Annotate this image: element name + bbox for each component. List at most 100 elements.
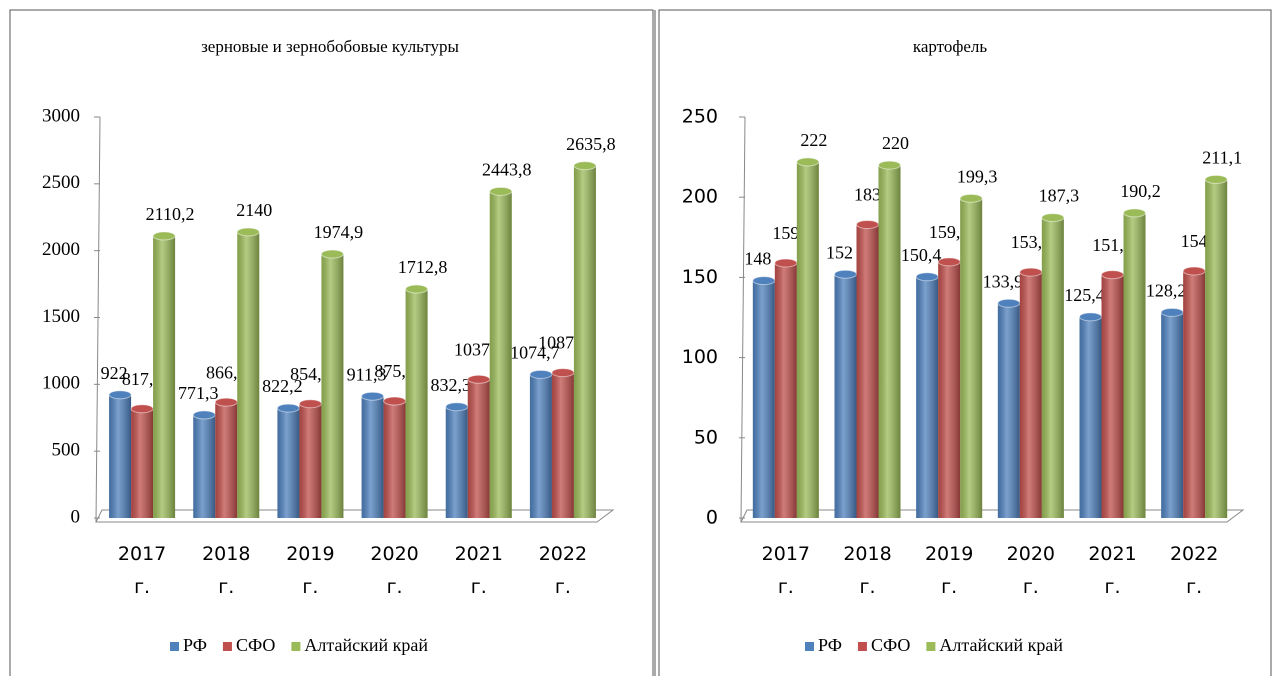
x-tick-label: 2022 г. bbox=[538, 543, 588, 599]
bar-cap bbox=[1123, 208, 1146, 218]
bar-cap bbox=[959, 193, 983, 203]
x-tick-label: 2021 г. bbox=[1088, 543, 1137, 599]
bar-cap bbox=[796, 157, 820, 167]
legend-label: СФО bbox=[236, 635, 275, 655]
floor bbox=[740, 509, 1245, 523]
floor bbox=[95, 509, 615, 523]
bar-shade bbox=[383, 401, 406, 518]
bar-cap bbox=[529, 369, 553, 379]
bar-shade bbox=[361, 396, 384, 518]
bar-cap bbox=[320, 249, 344, 259]
value-label: 153,3 bbox=[1011, 232, 1052, 252]
value-label: 128,2 bbox=[1146, 280, 1187, 300]
bar-shade bbox=[445, 406, 468, 518]
bar-shade bbox=[237, 231, 260, 518]
bar-shade bbox=[796, 161, 819, 519]
bar-shade bbox=[551, 372, 574, 518]
y-tick-label: 200 bbox=[682, 186, 718, 208]
value-label: 211,1 bbox=[1202, 148, 1242, 168]
x-tick-label: 2020 г. bbox=[370, 543, 419, 599]
bar-shade bbox=[960, 198, 983, 518]
bar-cap bbox=[1079, 312, 1102, 322]
y-tick-label: 2000 bbox=[42, 239, 80, 260]
bar-shade bbox=[153, 235, 176, 519]
bar-cap bbox=[774, 258, 798, 268]
value-label: 832,3 bbox=[431, 375, 472, 395]
bar-cap bbox=[997, 298, 1021, 308]
value-label: 2110,2 bbox=[146, 204, 195, 224]
value-label: 854,9 bbox=[290, 364, 331, 384]
bar-shade bbox=[277, 408, 300, 518]
bar-cap bbox=[108, 390, 132, 400]
value-label: 190,2 bbox=[1120, 181, 1161, 201]
y-tick-label: 250 bbox=[682, 106, 718, 128]
bar-cap bbox=[130, 404, 154, 414]
bar-shade bbox=[405, 289, 428, 518]
bar-cap bbox=[1182, 266, 1206, 276]
bar-cap bbox=[298, 399, 322, 409]
value-label: 151,7 bbox=[1092, 235, 1133, 255]
bar-shade bbox=[1183, 270, 1206, 518]
value-label: 771,3 bbox=[178, 383, 219, 403]
bar-cap bbox=[276, 403, 300, 413]
value-label: 866,7 bbox=[206, 362, 247, 382]
legend-label: РФ bbox=[183, 635, 207, 655]
bar-shade bbox=[1205, 179, 1228, 518]
value-label: 148 bbox=[744, 249, 771, 269]
value-label: 187,3 bbox=[1039, 186, 1080, 206]
bar-shade bbox=[109, 394, 132, 518]
value-label: 133,9 bbox=[983, 271, 1024, 291]
bar-shade bbox=[131, 408, 154, 518]
y-tick-label: 50 bbox=[694, 426, 718, 448]
bar-cap bbox=[405, 284, 429, 294]
bar-cap bbox=[752, 276, 776, 286]
bar-shade bbox=[1041, 217, 1064, 518]
bar-shade bbox=[752, 280, 775, 518]
bar-cap bbox=[856, 219, 879, 229]
bar-shade bbox=[299, 403, 322, 518]
bar-cap bbox=[361, 391, 385, 401]
value-label: 222 bbox=[800, 130, 827, 150]
bar-cap bbox=[152, 231, 176, 241]
legend-swatch bbox=[926, 642, 936, 651]
panel-frame bbox=[658, 9, 1272, 676]
legend-label: РФ bbox=[818, 635, 842, 655]
value-label: 1074,7 bbox=[510, 342, 560, 362]
bar-cap bbox=[214, 397, 238, 407]
value-label: 152 bbox=[826, 242, 853, 262]
bar-cap bbox=[551, 368, 575, 378]
x-tick-label: 2022 г. bbox=[1169, 543, 1219, 599]
bar-shade bbox=[1161, 312, 1184, 518]
bar-shade bbox=[321, 254, 344, 518]
value-label: 922 bbox=[101, 363, 128, 383]
y-tick-label: 2500 bbox=[42, 172, 80, 193]
bar-cap bbox=[915, 272, 939, 282]
y-tick-label: 1000 bbox=[42, 373, 80, 394]
bar-shade bbox=[856, 224, 879, 518]
y-axis bbox=[95, 116, 101, 523]
legend-label: Алтайский край bbox=[304, 635, 428, 655]
x-tick-label: 2020 г. bbox=[1006, 543, 1055, 599]
value-label: 875,2 bbox=[374, 361, 415, 381]
bar-shade bbox=[489, 191, 512, 518]
y-tick-label: 0 bbox=[71, 506, 81, 527]
value-label: 2635,8 bbox=[566, 134, 616, 154]
legend-swatch bbox=[291, 642, 301, 651]
bar-cap bbox=[1160, 307, 1184, 317]
chart-title: картофель bbox=[913, 37, 988, 56]
bar-cap bbox=[937, 257, 961, 267]
value-label: 125,4 bbox=[1064, 285, 1105, 305]
x-tick-label: 2017 г. bbox=[117, 543, 167, 599]
panel-frame bbox=[9, 9, 654, 676]
value-label: 2140 bbox=[236, 200, 272, 220]
legend-swatch bbox=[857, 642, 867, 651]
chart-title: зерновые и зернобобовые культуры bbox=[201, 37, 459, 56]
bar-shade bbox=[573, 165, 596, 518]
y-tick-label: 3000 bbox=[42, 105, 80, 126]
legend-swatch bbox=[222, 642, 232, 651]
y-tick-label: 150 bbox=[682, 266, 718, 288]
legend-label: СФО bbox=[871, 635, 910, 655]
x-tick-label: 2018 г. bbox=[202, 543, 251, 599]
bar-cap bbox=[1041, 213, 1065, 223]
bar-shade bbox=[834, 274, 857, 518]
